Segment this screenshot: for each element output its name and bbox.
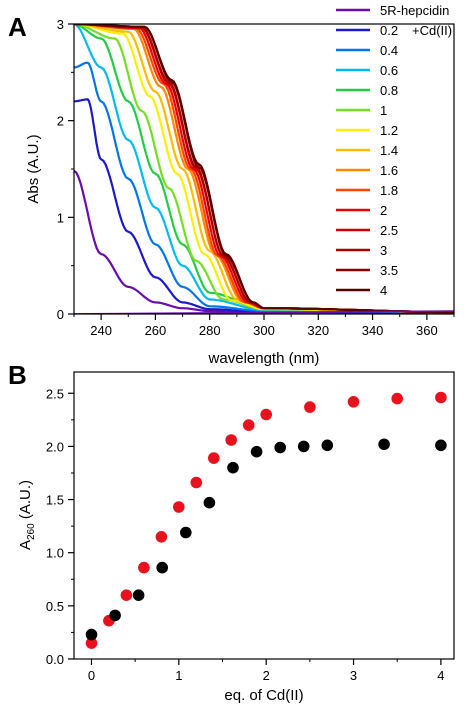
legend-label-5: 1 bbox=[380, 103, 387, 118]
legend-label-2: 0.4 bbox=[380, 43, 398, 58]
panel-b-y-axis-label: A260 (A.U.) bbox=[17, 480, 37, 550]
x-tick-label: 1 bbox=[175, 668, 182, 683]
legend-label-3: 0.6 bbox=[380, 63, 398, 78]
scatter-point-s0-8 bbox=[225, 434, 237, 446]
scatter-point-s1-10 bbox=[321, 439, 334, 452]
x-tick-label: 3 bbox=[350, 668, 357, 683]
scatter-point-s1-3 bbox=[156, 561, 168, 574]
y-tick-label: 0.0 bbox=[46, 652, 64, 667]
panel-a-legend: 5R-hepcidin 0.2 +Cd(II) 0.4 0.6 0.8 1 1.2 1.4 1.6… bbox=[336, 3, 452, 298]
x-tick-label: 240 bbox=[90, 323, 112, 338]
panel-a-x-axis-label: wavelength (nm) bbox=[208, 350, 320, 367]
legend-label-12: 3 bbox=[380, 243, 387, 258]
scatter-point-s1-12 bbox=[435, 439, 447, 452]
panel-b-ticks: 0 1 2 3 4 0.0 0.5 1.0 1.5 2.0 2.5 bbox=[46, 386, 445, 683]
x-tick-label: 300 bbox=[253, 323, 275, 338]
scatter-point-s0-2 bbox=[120, 589, 133, 601]
panel-a-ticks: 240 260 280 300 320 340 360 0 1 2 3 bbox=[57, 17, 455, 338]
spectrum-line-1 bbox=[74, 98, 454, 314]
legend-label-11: 2.5 bbox=[380, 223, 398, 238]
legend-label-14: 4 bbox=[380, 283, 387, 298]
scatter-point-s0-11 bbox=[304, 401, 316, 413]
legend-label-1: 0.2 bbox=[380, 23, 398, 38]
scatter-point-s0-4 bbox=[155, 531, 168, 543]
panel-b-y-axis-label-main: A bbox=[17, 540, 34, 550]
scatter-point-s1-11 bbox=[378, 438, 390, 451]
x-tick-label: 280 bbox=[199, 323, 221, 338]
y-tick-label: 0.5 bbox=[46, 599, 64, 614]
panel-b-y-axis-label-sub: 260 bbox=[26, 523, 37, 540]
x-tick-label: 360 bbox=[416, 323, 438, 338]
scatter-point-s0-7 bbox=[208, 452, 220, 464]
scatter-point-s1-5 bbox=[203, 496, 216, 509]
y-tick-label: 2 bbox=[57, 114, 64, 129]
scatter-point-s1-4 bbox=[180, 526, 192, 539]
scatter-point-s0-13 bbox=[391, 392, 404, 405]
y-tick-label: 3 bbox=[57, 17, 64, 32]
panel-b-plot bbox=[85, 391, 447, 649]
legend-cd-note: +Cd(II) bbox=[412, 23, 452, 38]
panel-b-y-axis-label-suffix: (A.U.) bbox=[17, 480, 34, 523]
legend-label-0: 5R-hepcidin bbox=[380, 3, 449, 18]
spectrum-line-2 bbox=[74, 61, 454, 314]
scatter-point-s1-9 bbox=[297, 440, 310, 453]
legend-label-9: 1.8 bbox=[380, 183, 398, 198]
panel-letter-b: B bbox=[8, 360, 27, 390]
scatter-point-s0-0 bbox=[85, 637, 98, 649]
legend-label-8: 1.6 bbox=[380, 163, 398, 178]
scatter-point-s0-5 bbox=[173, 501, 185, 513]
x-tick-label: 320 bbox=[307, 323, 329, 338]
x-tick-label: 260 bbox=[145, 323, 167, 338]
panel-letter-a: A bbox=[8, 12, 27, 42]
x-tick-label: 4 bbox=[437, 668, 444, 683]
legend-label-10: 2 bbox=[380, 203, 387, 218]
panel-b-frame bbox=[73, 371, 455, 660]
legend-label-6: 1.2 bbox=[380, 123, 398, 138]
legend-label-4: 0.8 bbox=[380, 83, 398, 98]
x-tick-label: 340 bbox=[362, 323, 384, 338]
scatter-point-s0-9 bbox=[242, 419, 255, 431]
y-tick-label: 2.0 bbox=[46, 439, 64, 454]
y-tick-label: 1 bbox=[57, 210, 64, 225]
legend-label-7: 1.4 bbox=[380, 143, 398, 158]
x-tick-label: 2 bbox=[263, 668, 270, 683]
panel-a-plot bbox=[74, 24, 454, 314]
y-tick-label: 2.5 bbox=[46, 386, 64, 401]
y-tick-label: 0 bbox=[57, 307, 64, 322]
legend-label-13: 3.5 bbox=[380, 263, 398, 278]
spectrum-line-14 bbox=[74, 24, 454, 314]
x-tick-label: 0 bbox=[88, 668, 95, 683]
scatter-point-s1-2 bbox=[132, 589, 145, 601]
scatter-point-s1-1 bbox=[109, 609, 121, 622]
scatter-point-s1-6 bbox=[227, 461, 239, 474]
scatter-point-s0-14 bbox=[435, 391, 447, 404]
scatter-point-s1-8 bbox=[274, 441, 287, 454]
y-tick-label: 1.0 bbox=[46, 546, 64, 561]
scatter-point-s0-12 bbox=[347, 396, 360, 408]
spectrum-line-3 bbox=[74, 24, 454, 314]
y-tick-label: 1.5 bbox=[46, 493, 64, 508]
panel-b-x-axis-label: eq. of Cd(II) bbox=[224, 687, 303, 704]
scatter-point-s1-7 bbox=[250, 445, 263, 458]
spectrum-line-6 bbox=[74, 24, 454, 314]
panel-a-y-axis-label: Abs (A.U.) bbox=[25, 134, 42, 203]
scatter-point-s1-0 bbox=[85, 628, 98, 641]
scatter-point-s0-6 bbox=[190, 476, 203, 489]
scatter-point-s0-3 bbox=[138, 561, 150, 574]
scatter-point-s0-10 bbox=[260, 408, 273, 421]
